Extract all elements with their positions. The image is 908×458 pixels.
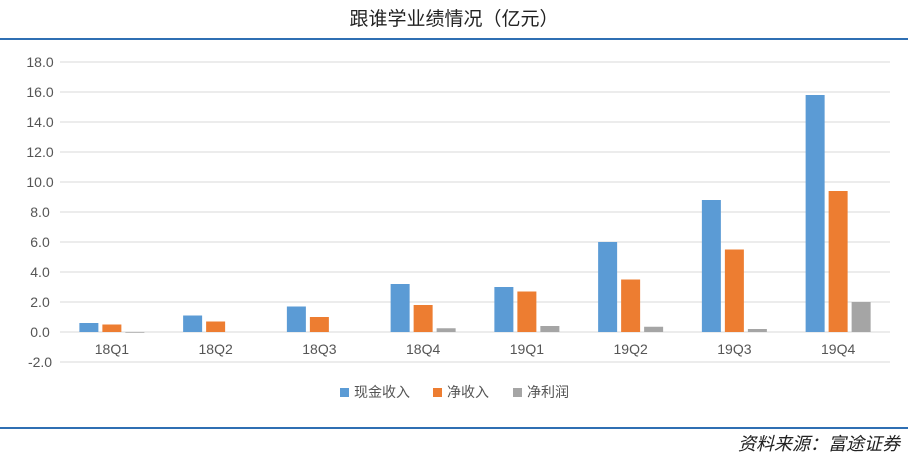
legend-label: 现金收入 (354, 385, 410, 401)
bar-19Q4-1 (828, 191, 848, 332)
x-tick-label: 19Q4 (821, 341, 855, 357)
bar-19Q4-2 (851, 302, 871, 332)
y-tick-label: 16.0 (26, 84, 53, 100)
x-axis: 18Q1 18Q2 18Q3 18Q4 19Q1 19Q2 19Q3 19Q4 (95, 341, 856, 357)
y-tick-label: 4.0 (30, 264, 50, 280)
bar-19Q4-0 (805, 95, 825, 332)
x-tick-label: 19Q2 (614, 341, 648, 357)
y-tick-label: 6.0 (30, 234, 50, 250)
bars (79, 95, 871, 333)
y-tick-label: 18.0 (26, 54, 53, 70)
bar-19Q1-0 (494, 287, 514, 332)
bar-19Q3-0 (701, 200, 721, 332)
bar-19Q3-2 (747, 329, 767, 332)
y-tick-label: 10.0 (26, 174, 53, 190)
legend: 现金收入 净收入 净利润 (340, 385, 569, 401)
bar-18Q1-0 (79, 323, 99, 332)
y-tick-label: -2.0 (28, 354, 52, 370)
source-note: 资料来源：富途证券 (738, 434, 900, 455)
x-tick-label: 19Q3 (717, 341, 751, 357)
x-tick-label: 19Q1 (510, 341, 544, 357)
y-tick-label: 14.0 (26, 114, 53, 130)
x-tick-label: 18Q1 (95, 341, 129, 357)
bar-18Q4-2 (436, 328, 456, 332)
bar-19Q3-1 (724, 249, 744, 332)
y-tick-label: 0.0 (30, 324, 50, 340)
bar-19Q2-2 (644, 326, 664, 332)
bar-18Q2-0 (183, 315, 203, 332)
legend-swatch (340, 388, 349, 397)
bar-18Q1-1 (102, 324, 122, 332)
bottom-rule (0, 427, 908, 429)
y-axis: 18.0 16.0 14.0 12.0 10.0 8.0 6.0 4.0 2.0 0.0 -2.0 (26, 54, 53, 370)
x-tick-label: 18Q4 (406, 341, 440, 357)
y-tick-label: 8.0 (30, 204, 50, 220)
bar-18Q3-0 (286, 306, 306, 332)
bar-19Q1-1 (517, 291, 537, 332)
bar-18Q2-1 (206, 321, 226, 332)
bar-18Q3-1 (309, 317, 329, 332)
bar-chart: 18.016.014.012.010.08.06.04.02.00.0-2.0 … (26, 54, 890, 401)
bar-19Q2-0 (598, 242, 618, 332)
bar-19Q2-1 (621, 279, 641, 332)
x-tick-label: 18Q2 (199, 341, 233, 357)
x-tick-label: 18Q3 (302, 341, 336, 357)
bar-19Q1-2 (540, 326, 560, 332)
y-tick-label: 12.0 (26, 144, 53, 160)
chart-title: 跟谁学业绩情况（亿元） (349, 8, 559, 30)
legend-swatch (513, 388, 522, 397)
top-rule (0, 38, 908, 40)
y-tick-label: 2.0 (30, 294, 50, 310)
bar-18Q4-1 (413, 305, 433, 332)
bar-18Q4-0 (390, 284, 410, 332)
bar-18Q1-2 (125, 332, 145, 333)
legend-swatch (433, 388, 442, 397)
legend-label: 净利润 (527, 385, 569, 401)
legend-label: 净收入 (447, 385, 489, 401)
